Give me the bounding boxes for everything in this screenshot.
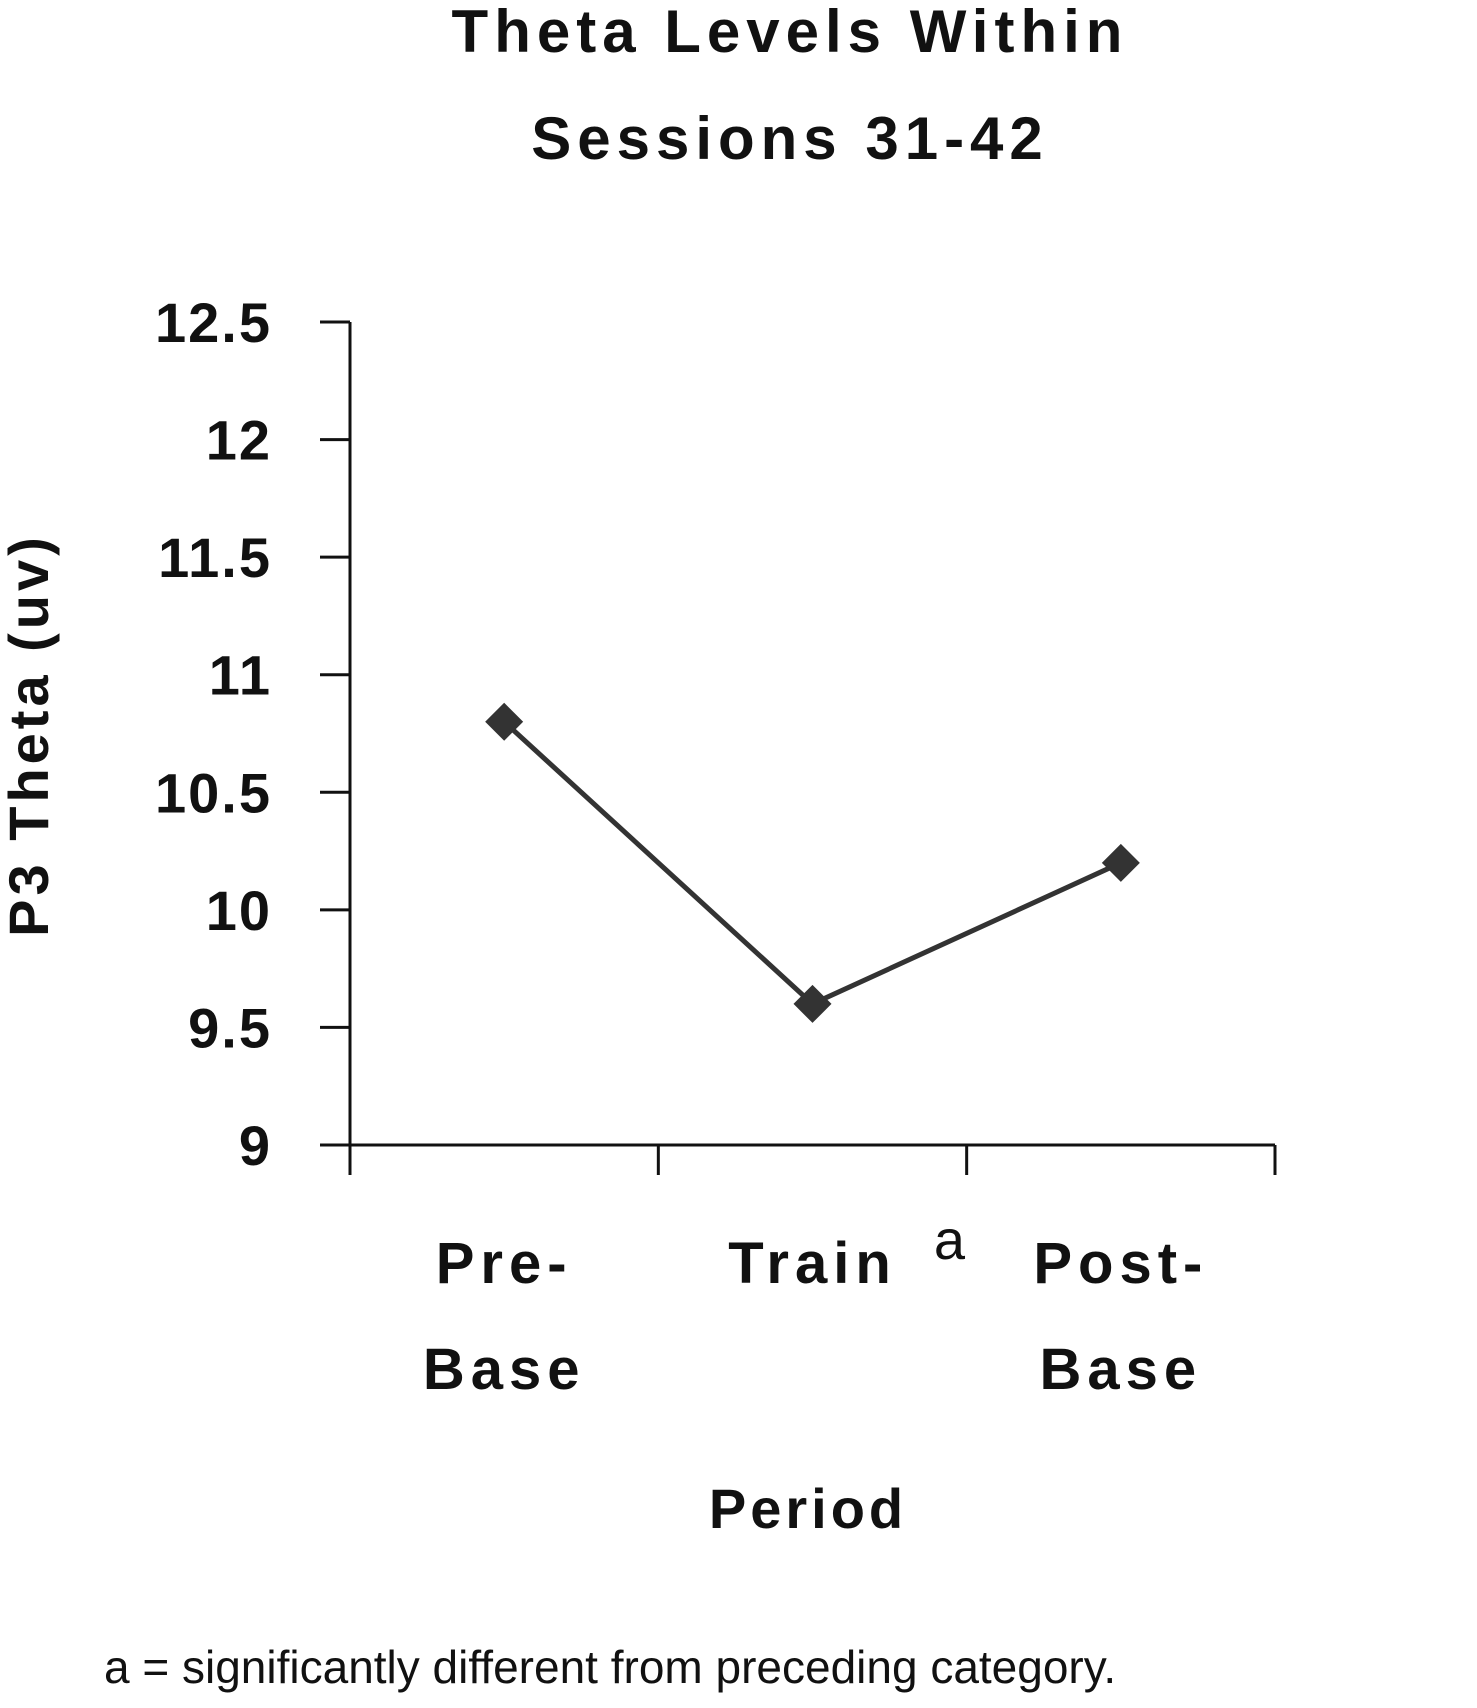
chart-title: Theta Levels Within Sessions 31-42 xyxy=(452,0,1129,172)
chart-title-line: Theta Levels Within xyxy=(452,0,1129,65)
y-axis-title: P3 Theta (uv) xyxy=(0,533,60,937)
data-point xyxy=(1101,843,1140,882)
x-tick-label: Base xyxy=(423,1337,586,1402)
y-tick-label: 11.5 xyxy=(158,526,272,589)
y-tick-label: 10.5 xyxy=(155,761,272,824)
x-ticks: Pre- Base Train a Post- Base xyxy=(348,1145,1277,1402)
x-tick-label: Train xyxy=(728,1231,897,1296)
x-axis-label: Period xyxy=(709,1477,907,1540)
y-tick-label: 11 xyxy=(209,644,272,707)
chart-title-line: Sessions 31-42 xyxy=(531,105,1049,172)
x-tick-label: Pre- xyxy=(436,1231,573,1296)
footnote: a = significantly different from precedi… xyxy=(104,1641,1116,1693)
y-ticks: 9 9.5 10 10.5 11 11.5 12 12.5 xyxy=(155,291,350,1177)
series xyxy=(485,702,1140,1023)
y-tick-label: 12.5 xyxy=(155,291,272,354)
y-tick-label: 12 xyxy=(206,409,272,472)
y-tick-label: 9.5 xyxy=(188,996,272,1059)
axes xyxy=(348,322,1275,1147)
data-point xyxy=(793,984,832,1023)
x-tick-label: Post- xyxy=(1033,1231,1208,1296)
y-tick-label: 9 xyxy=(239,1114,272,1177)
x-tick-label: Base xyxy=(1040,1337,1203,1402)
series-line xyxy=(502,719,1122,1007)
x-axis-title: Period xyxy=(709,1477,907,1540)
footnote-text: a = significantly different from precedi… xyxy=(104,1641,1116,1693)
y-tick-label: 10 xyxy=(206,879,272,942)
data-point xyxy=(485,702,524,741)
significance-marker: a xyxy=(934,1208,966,1271)
y-axis-label: P3 Theta (uv) xyxy=(0,533,60,937)
